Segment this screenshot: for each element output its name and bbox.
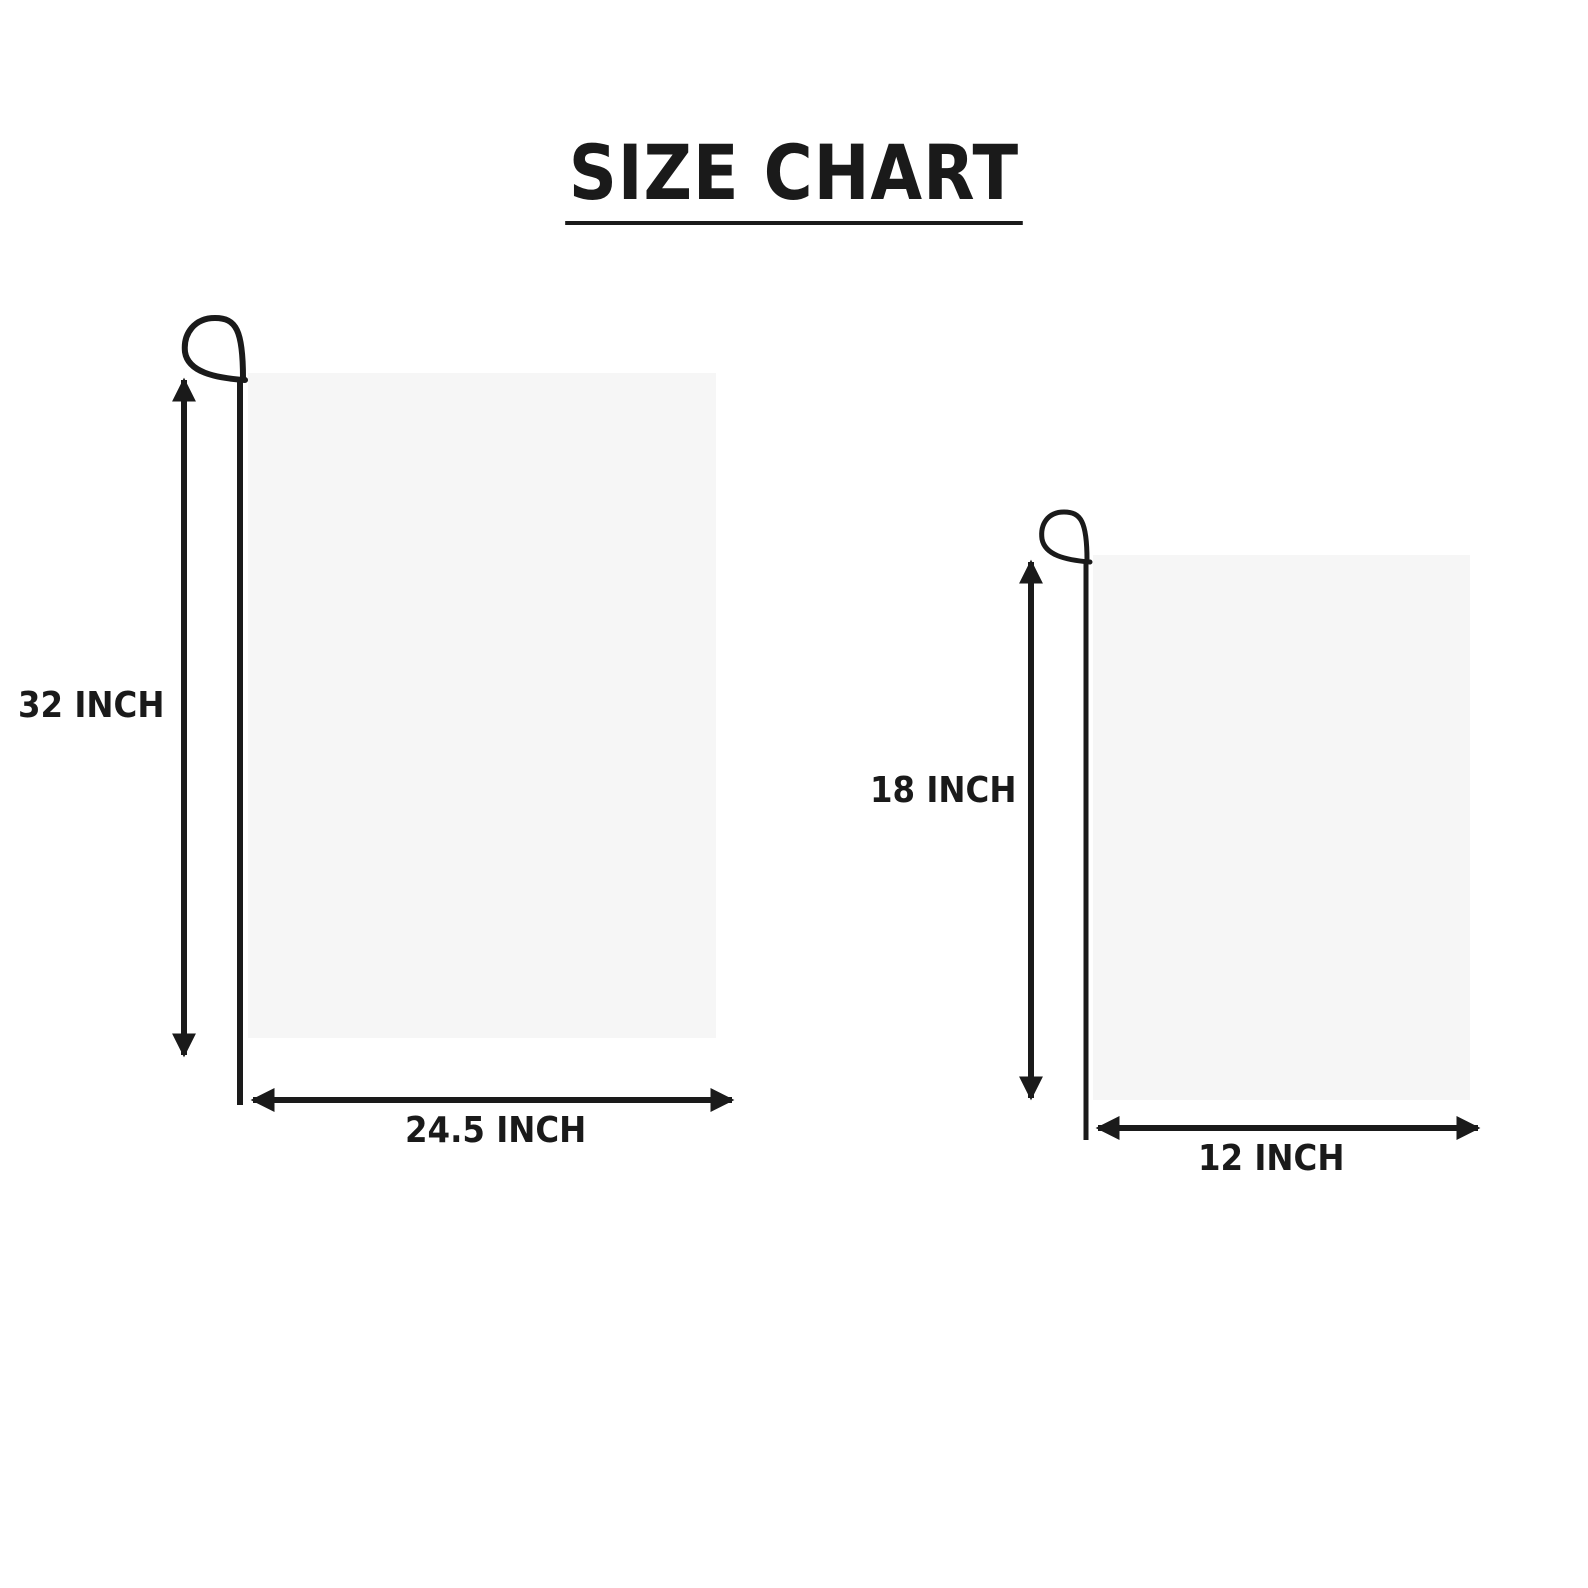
size-chart-title-text: SIZE CHART [565,128,1023,225]
size-chart-title: SIZE CHART [0,128,1588,225]
small-flag-group [1019,509,1481,1140]
small-flag-pole-loop [1039,509,1093,565]
large-flag-width-label: 24.5 INCH [405,1110,587,1151]
large-flag-height-label: 32 INCH [18,685,165,726]
large-flag-group [172,314,735,1112]
small-flag-width-label: 12 INCH [1198,1138,1345,1179]
small-flag-height-label: 18 INCH [870,770,1017,811]
large-flag-panel [248,373,716,1038]
small-flag-panel [1093,555,1470,1100]
large-flag-pole-loop [181,314,248,383]
